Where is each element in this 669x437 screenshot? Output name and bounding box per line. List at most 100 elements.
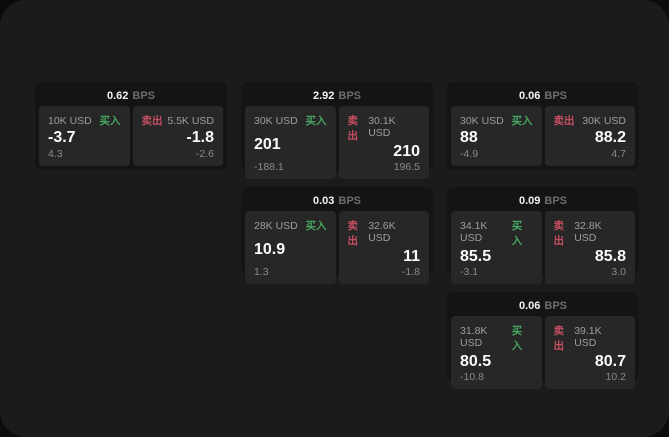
sell-panel-top: 卖出 39.1K USD <box>554 323 627 353</box>
sell-price: 80.7 <box>594 353 626 370</box>
buy-panel-top: 34.1K USD 买入 <box>460 218 533 248</box>
bps-header: 0.03 BPS <box>245 191 429 211</box>
buy-sub-value: 1.3 <box>254 266 269 278</box>
sell-price: 88.2 <box>594 129 626 146</box>
buy-sub-value: -10.8 <box>460 371 484 383</box>
quote-card: 0.06 BPS 30K USD 买入 88 -4.9 卖出 30K USD <box>447 82 639 170</box>
buy-panel[interactable]: 30K USD 买入 201 -188.1 <box>245 106 336 179</box>
sell-size-label: 32.8K USD <box>574 220 602 244</box>
sell-panel[interactable]: 卖出 39.1K USD 80.7 10.2 <box>544 316 635 389</box>
sell-panel-top: 卖出 30K USD <box>554 113 627 128</box>
bps-header: 0.09 BPS <box>451 191 635 211</box>
sell-price: 85.8 <box>594 248 626 265</box>
bps-value: 2.92 <box>312 90 335 102</box>
buy-side-label: 买入 <box>511 325 523 352</box>
buy-sell-panels: 28K USD 买入 10.9 1.3 卖出 32.6K USD 11 -1.8 <box>245 211 429 284</box>
buy-sub-value: -4.9 <box>460 148 479 160</box>
sell-side-label: 卖出 <box>141 115 163 127</box>
buy-price: 80.5 <box>460 353 492 370</box>
sell-panel-top: 卖出 30.1K USD <box>348 113 421 143</box>
sell-side-label: 卖出 <box>347 220 359 247</box>
sell-panel-top: 卖出 32.6K USD <box>348 218 421 248</box>
bps-unit-label: BPS <box>132 90 156 102</box>
sell-size-label: 30K USD <box>582 115 626 127</box>
sell-price: 11 <box>403 248 420 265</box>
sell-price: -1.8 <box>186 129 214 146</box>
bps-header: 2.92 BPS <box>245 86 429 106</box>
buy-price: 201 <box>254 135 281 153</box>
buy-panel-top: 30K USD 买入 <box>254 113 327 128</box>
sell-panel-top: 卖出 5.5K USD <box>142 113 215 128</box>
bps-unit-label: BPS <box>338 90 362 102</box>
buy-panel[interactable]: 30K USD 买入 88 -4.9 <box>451 106 542 166</box>
sell-sub-value: 3.0 <box>611 266 626 278</box>
buy-sell-panels: 30K USD 买入 88 -4.9 卖出 30K USD 88.2 4.7 <box>451 106 635 166</box>
sell-sub-value: -1.8 <box>401 266 420 278</box>
buy-sub-value: 4.3 <box>48 148 63 160</box>
bps-unit-label: BPS <box>544 300 568 312</box>
buy-panel[interactable]: 10K USD 买入 -3.7 4.3 <box>39 106 130 166</box>
bps-unit-label: BPS <box>544 195 568 207</box>
buy-price: 85.5 <box>460 248 492 265</box>
buy-price: 88 <box>460 129 478 146</box>
quote-card-grid: 0.62 BPS 10K USD 买入 -3.7 4.3 卖出 5.5K USD <box>35 82 639 389</box>
bps-value: 0.06 <box>518 90 541 102</box>
sell-sub-value: 196.5 <box>393 161 420 173</box>
sell-price: 210 <box>393 143 420 160</box>
buy-size-label: 34.1K USD <box>460 220 488 244</box>
buy-sell-panels: 31.8K USD 买入 80.5 -10.8 卖出 39.1K USD 80.… <box>451 316 635 389</box>
buy-sell-panels: 30K USD 买入 201 -188.1 卖出 30.1K USD 210 1… <box>245 106 429 179</box>
buy-side-label: 买入 <box>511 220 523 247</box>
quote-card: 2.92 BPS 30K USD 买入 201 -188.1 卖出 30.1K … <box>241 82 433 179</box>
quote-card: 0.06 BPS 31.8K USD 买入 80.5 -10.8 卖出 39.1… <box>447 292 639 389</box>
sell-panel-top: 卖出 32.8K USD <box>554 218 627 248</box>
sell-side-label: 卖出 <box>553 220 565 247</box>
sell-size-label: 30.1K USD <box>368 115 396 139</box>
bps-value: 0.06 <box>518 300 541 312</box>
sell-size-label: 32.6K USD <box>368 220 396 244</box>
buy-panel-top: 10K USD 买入 <box>48 113 121 128</box>
buy-panel[interactable]: 28K USD 买入 10.9 1.3 <box>245 211 336 284</box>
sell-panel[interactable]: 卖出 30K USD 88.2 4.7 <box>544 106 635 166</box>
bps-unit-label: BPS <box>338 195 362 207</box>
buy-size-label: 30K USD <box>254 115 298 127</box>
sell-size-label: 39.1K USD <box>574 325 602 349</box>
buy-price: -3.7 <box>48 129 76 146</box>
sell-panel[interactable]: 卖出 5.5K USD -1.8 -2.6 <box>132 106 223 166</box>
bps-unit-label: BPS <box>544 90 568 102</box>
buy-sell-panels: 34.1K USD 买入 85.5 -3.1 卖出 32.8K USD 85.8… <box>451 211 635 284</box>
sell-side-label: 卖出 <box>553 115 575 127</box>
buy-panel-top: 30K USD 买入 <box>460 113 533 128</box>
sell-panel[interactable]: 卖出 32.6K USD 11 -1.8 <box>338 211 429 284</box>
quote-card: 0.09 BPS 34.1K USD 买入 85.5 -3.1 卖出 32.8K… <box>447 187 639 284</box>
buy-panel[interactable]: 31.8K USD 买入 80.5 -10.8 <box>451 316 542 389</box>
buy-panel-top: 31.8K USD 买入 <box>460 323 533 353</box>
sell-sub-value: 4.7 <box>611 148 626 160</box>
buy-side-label: 买入 <box>511 115 533 127</box>
buy-size-label: 31.8K USD <box>460 325 488 349</box>
buy-sub-value: -3.1 <box>460 266 479 278</box>
bps-header: 0.62 BPS <box>39 86 223 106</box>
quote-card: 0.03 BPS 28K USD 买入 10.9 1.3 卖出 32.6K US… <box>241 187 433 284</box>
buy-side-label: 买入 <box>305 115 327 127</box>
buy-sub-value: -188.1 <box>254 161 284 173</box>
buy-panel-top: 28K USD 买入 <box>254 218 327 233</box>
buy-size-label: 28K USD <box>254 220 298 232</box>
sell-panel[interactable]: 卖出 30.1K USD 210 196.5 <box>338 106 429 179</box>
quote-card: 0.62 BPS 10K USD 买入 -3.7 4.3 卖出 5.5K USD <box>35 82 227 170</box>
bps-value: 0.09 <box>518 195 541 207</box>
bps-value: 0.03 <box>312 195 335 207</box>
buy-side-label: 买入 <box>305 220 327 232</box>
sell-panel[interactable]: 卖出 32.8K USD 85.8 3.0 <box>544 211 635 284</box>
sell-sub-value: 10.2 <box>605 371 626 383</box>
bps-header: 0.06 BPS <box>451 296 635 316</box>
buy-size-label: 30K USD <box>460 115 504 127</box>
sell-side-label: 卖出 <box>553 325 565 352</box>
buy-price: 10.9 <box>254 240 286 258</box>
sell-sub-value: -2.6 <box>195 148 214 160</box>
bps-header: 0.06 BPS <box>451 86 635 106</box>
sell-side-label: 卖出 <box>347 115 359 142</box>
buy-panel[interactable]: 34.1K USD 买入 85.5 -3.1 <box>451 211 542 284</box>
buy-size-label: 10K USD <box>48 115 92 127</box>
